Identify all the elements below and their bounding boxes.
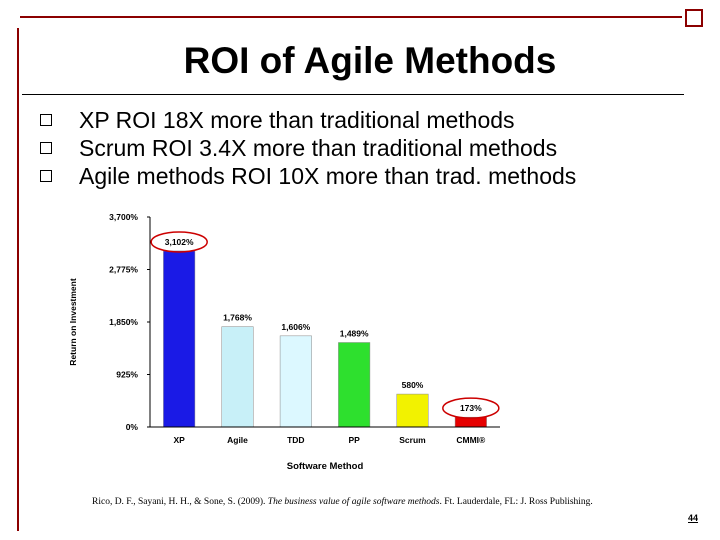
bar-tdd <box>279 335 312 428</box>
x-tick-label: XP <box>173 435 185 445</box>
x-tick-label: PP <box>348 435 360 445</box>
bar-value-label: 3,102% <box>165 237 194 247</box>
bar-value-label: 1,606% <box>281 322 310 332</box>
bar-value-label: 1,489% <box>340 328 369 338</box>
y-tick-label: 3,700% <box>109 212 138 222</box>
bar-value-label: 173% <box>460 403 482 413</box>
citation: Rico, D. F., Sayani, H. H., & Sone, S. (… <box>92 497 593 507</box>
bar-xp <box>163 250 196 428</box>
x-tick-label: Agile <box>227 435 248 445</box>
citation-publisher: . Ft. Lauderdale, FL: J. Ross Publishing… <box>439 497 593 507</box>
bullet-text: Scrum ROI 3.4X more than traditional met… <box>79 134 558 161</box>
x-tick-label: Scrum <box>399 435 426 445</box>
square-bullet-icon <box>40 114 52 126</box>
corner-square-decoration <box>685 9 703 27</box>
highlight-ellipse <box>150 231 208 253</box>
bar-value-label: 1,768% <box>223 313 252 323</box>
square-bullet-icon <box>40 142 52 154</box>
bar-value-label: 580% <box>402 380 424 390</box>
bullet-list: XP ROI 18X more than traditional methods… <box>40 106 576 190</box>
bar-agile <box>221 326 254 428</box>
highlight-ellipse <box>442 397 500 419</box>
bullet-item: XP ROI 18X more than traditional methods <box>40 106 576 134</box>
x-tick-label: TDD <box>287 435 304 445</box>
bar-scrum <box>396 393 429 428</box>
y-axis-title: Return on Investment <box>70 278 78 366</box>
citation-title: The business value of agile software met… <box>267 497 440 507</box>
slide-title: ROI of Agile Methods <box>183 40 557 81</box>
bullet-item: Scrum ROI 3.4X more than traditional met… <box>40 134 576 162</box>
bullet-text: Agile methods ROI 10X more than trad. me… <box>79 162 577 189</box>
top-accent-rule <box>20 16 682 18</box>
title-underline <box>22 94 684 95</box>
left-accent-rule <box>17 28 19 531</box>
y-tick-label: 925% <box>116 370 138 380</box>
y-tick-label: 2,775% <box>109 265 138 275</box>
bullet-item: Agile methods ROI 10X more than trad. me… <box>40 162 576 190</box>
y-tick-label: 0% <box>126 422 139 432</box>
bullet-text: XP ROI 18X more than traditional methods <box>79 106 515 133</box>
bar-pp <box>338 342 371 428</box>
page-number: 44 <box>688 513 699 523</box>
square-bullet-icon <box>40 170 52 182</box>
roi-bar-chart: 0% 925% 1,850% 2,775% 3,700% Return on Invest… <box>70 212 500 472</box>
y-tick-label: 1,850% <box>109 317 138 327</box>
x-tick-label: CMMI® <box>456 435 486 445</box>
x-axis-title: Software Method <box>287 461 364 472</box>
citation-authors: Rico, D. F., Sayani, H. H., & Sone, S. (… <box>92 497 268 507</box>
